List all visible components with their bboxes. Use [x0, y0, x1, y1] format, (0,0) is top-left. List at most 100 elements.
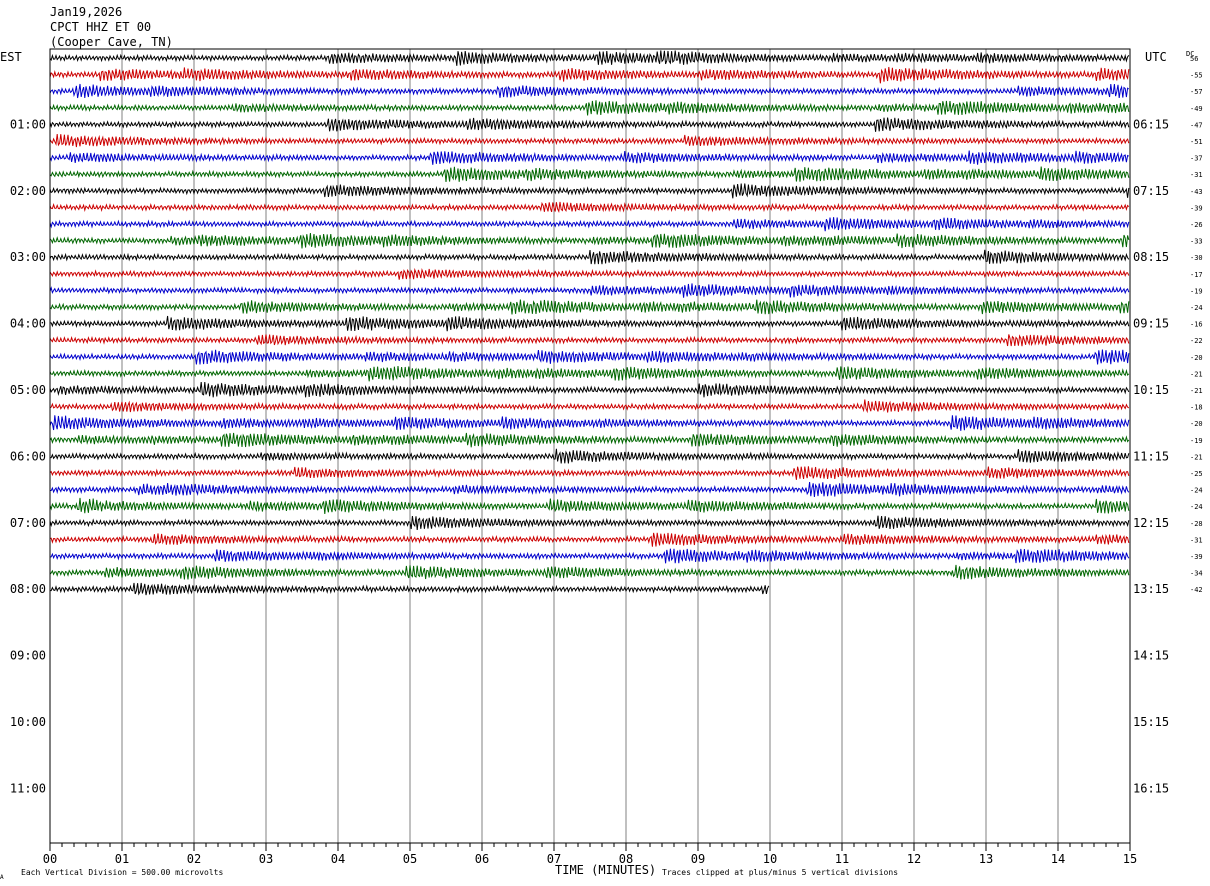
dc-offset-value: -18: [1190, 404, 1203, 412]
dc-offset-value: -25: [1190, 470, 1203, 478]
seismic-trace: [49, 249, 1130, 265]
dc-offset-value: -42: [1190, 586, 1203, 594]
x-axis-label: TIME (MINUTES): [555, 863, 656, 877]
x-tick-label: 06: [475, 852, 489, 866]
dc-offset-value: -31: [1190, 536, 1203, 544]
x-tick-label: 04: [331, 852, 345, 866]
seismic-trace: [49, 334, 1130, 347]
seismic-trace: [49, 283, 1130, 298]
x-tick-label: 15: [1123, 852, 1137, 866]
seismic-trace: [49, 117, 1130, 132]
dc-offset-value: -26: [1190, 221, 1203, 229]
dc-offset-value: -55: [1190, 72, 1203, 80]
dc-offset-value: -49: [1190, 105, 1203, 113]
dc-offset-value: -28: [1190, 520, 1203, 528]
seismic-trace: [49, 582, 770, 596]
seismic-trace: [49, 150, 1130, 165]
dc-offset-value: -24: [1190, 487, 1203, 495]
seismic-trace: [49, 315, 1130, 332]
seismic-trace: [49, 183, 1130, 199]
x-tick-label: 11: [835, 852, 849, 866]
right-timezone-label: UTC: [1145, 50, 1167, 64]
right-hour-label: 06:15: [1133, 117, 1169, 131]
seismic-trace: [49, 134, 1130, 148]
left-hour-label: 06:00: [10, 449, 46, 463]
left-hour-label: 03:00: [10, 250, 46, 264]
dc-offset-value: -43: [1190, 188, 1203, 196]
x-tick-label: 07: [547, 852, 561, 866]
header-station: CPCT HHZ ET 00: [50, 20, 152, 34]
x-tick-label: 05: [403, 852, 417, 866]
seismic-trace: [49, 232, 1130, 249]
dc-offset-value: -20: [1190, 354, 1203, 362]
left-hour-label: 05:00: [10, 383, 46, 397]
dc-offset-value: -57: [1190, 88, 1203, 96]
left-hour-label: 10:00: [10, 715, 46, 729]
header-location: (Cooper Cave, TN): [50, 35, 173, 49]
clip-note: Traces clipped at plus/minus 5 vertical …: [662, 868, 898, 877]
right-hour-label: 08:15: [1133, 250, 1169, 264]
left-hour-label: 04:00: [10, 317, 46, 331]
dc-offset-value: -17: [1190, 271, 1203, 279]
left-hour-label: 02:00: [10, 184, 46, 198]
dc-offset-value: 56: [1190, 55, 1198, 63]
left-hour-label: 07:00: [10, 516, 46, 530]
dc-offset-value: -22: [1190, 337, 1203, 345]
dc-offset-value: -39: [1190, 204, 1203, 212]
seismic-trace: [49, 66, 1130, 84]
dc-offset-value: -21: [1190, 453, 1203, 461]
axes-group: 00 01 02 03 04 05 06 07 08 09 10 11 12 13 14 15 01:00 02:…: [10, 48, 1203, 866]
left-hour-label: 11:00: [10, 781, 46, 795]
header-date: Jan19,2026: [50, 5, 123, 19]
left-hour-label: 01:00: [10, 117, 46, 131]
dc-label: DC: [1186, 50, 1194, 58]
dc-offset-value: -16: [1190, 321, 1203, 329]
x-tick-label: 13: [979, 852, 993, 866]
x-tick-label: 08: [619, 852, 633, 866]
right-hour-label: 11:15: [1133, 449, 1169, 463]
left-hour-label: 08:00: [10, 582, 46, 596]
x-tick-label: 02: [187, 852, 201, 866]
seismic-trace: [49, 267, 1130, 280]
right-hour-label: 09:15: [1133, 317, 1169, 331]
seismic-trace: [49, 349, 1130, 365]
dc-offset-value: -19: [1190, 287, 1203, 295]
dc-offset-value: -39: [1190, 553, 1203, 561]
seismic-trace: [49, 217, 1130, 232]
seismic-trace: [49, 381, 1130, 398]
seismic-trace: [49, 515, 1130, 530]
right-hour-label: 10:15: [1133, 383, 1169, 397]
seismic-trace: [49, 497, 1130, 514]
seismic-trace: [49, 50, 1130, 66]
dc-offset-value: -24: [1190, 503, 1203, 511]
right-hour-label: 07:15: [1133, 184, 1169, 198]
left-hour-label: 09:00: [10, 649, 46, 663]
seismic-trace: [49, 481, 1130, 497]
seismic-trace: [49, 432, 1130, 448]
seismic-trace: [49, 299, 1130, 315]
x-tick-label: 14: [1051, 852, 1065, 866]
x-tick-label: 01: [115, 852, 129, 866]
corner-mark: A: [0, 874, 4, 881]
seismic-trace: [49, 466, 1130, 480]
dc-offset-value: -31: [1190, 171, 1203, 179]
x-tick-label: 03: [259, 852, 273, 866]
seismic-trace: [49, 448, 1130, 464]
trace-group: [49, 50, 1130, 596]
dc-offset-value: -34: [1190, 570, 1203, 578]
dc-offset-value: -21: [1190, 370, 1203, 378]
right-hour-label: 12:15: [1133, 516, 1169, 530]
seismic-trace: [49, 201, 1130, 213]
minute-grid: [121, 49, 1059, 843]
division-note: Each Vertical Division = 500.00 microvol…: [21, 868, 223, 877]
dc-offset-value: -30: [1190, 254, 1203, 262]
x-tick-label: 12: [907, 852, 921, 866]
x-tick-label: 10: [763, 852, 777, 866]
seismic-trace: [49, 83, 1130, 99]
seismic-trace: [49, 366, 1130, 382]
seismic-trace: [49, 166, 1130, 182]
seismic-trace: [49, 548, 1130, 564]
dc-offset-value: -51: [1190, 138, 1203, 146]
dc-offset-value: -33: [1190, 238, 1203, 246]
